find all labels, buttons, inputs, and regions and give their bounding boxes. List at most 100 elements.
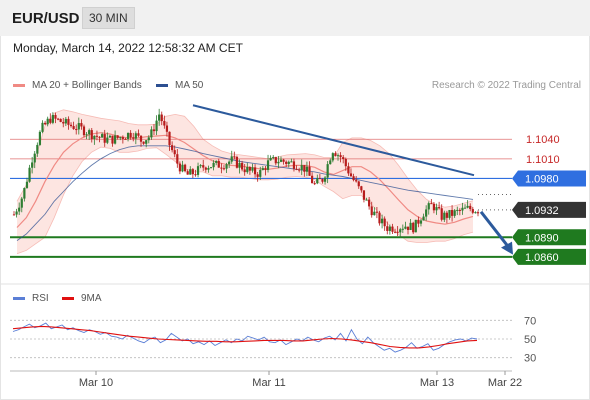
legend-ma20-bb: MA 20 + Bollinger Bands [13, 80, 142, 91]
candle-body [145, 140, 148, 144]
candle-body [33, 153, 36, 163]
candle-body [419, 220, 423, 224]
candle-body [344, 158, 347, 167]
candle [176, 149, 179, 168]
candle [391, 223, 394, 235]
candle [165, 121, 169, 137]
legend-rsi: RSI [13, 293, 49, 304]
candle-body [248, 167, 251, 171]
candle-body [347, 166, 350, 174]
candle [67, 116, 70, 130]
candle-body [15, 211, 18, 215]
candle-body [85, 134, 88, 136]
candle-body [199, 165, 202, 167]
candle-body [51, 115, 54, 123]
candle [243, 163, 246, 176]
candle [238, 159, 241, 174]
candle-body [44, 122, 47, 125]
time-tick-label: Mar 13 [420, 377, 454, 389]
candle [241, 160, 244, 172]
candle-body [204, 167, 207, 170]
ma50-swatch [156, 84, 168, 87]
candle-body [139, 135, 143, 142]
candle [388, 224, 391, 235]
candle [246, 162, 249, 174]
candle [181, 160, 184, 173]
candle [75, 124, 78, 135]
candle-body [95, 135, 99, 137]
candle-body [461, 207, 464, 211]
candle [318, 173, 321, 180]
candle [95, 130, 99, 141]
candle-body [300, 165, 303, 170]
candle-body [471, 209, 474, 213]
candle [352, 173, 355, 182]
candle-body [342, 157, 345, 159]
candle [334, 151, 337, 157]
candle-body [90, 130, 93, 140]
candle [111, 135, 114, 147]
rsi-tick-label: 70 [524, 315, 536, 327]
candle [46, 116, 49, 127]
timeframe-badge[interactable]: 30 MIN [82, 7, 135, 29]
candle [298, 167, 301, 173]
candle-body [160, 114, 163, 122]
candle-body [173, 150, 176, 155]
candle-body [453, 210, 456, 216]
candle [18, 202, 21, 215]
candle-body [456, 209, 459, 211]
candle-body [38, 131, 42, 145]
bollinger-upper-line [16, 109, 474, 208]
candle [349, 168, 353, 177]
candle [212, 160, 215, 171]
candle [399, 227, 402, 238]
candle [220, 163, 223, 174]
candle-body [88, 130, 91, 135]
legend-rsi-ma: 9MA [62, 293, 102, 304]
candle-body [266, 160, 270, 170]
candle-body [113, 135, 117, 144]
candle [82, 124, 86, 138]
candle [12, 211, 16, 216]
candle [386, 221, 389, 235]
candle-body [352, 176, 355, 181]
candle-body [121, 137, 124, 139]
candle-body [142, 141, 145, 144]
candle [308, 161, 311, 176]
current-price-label: 1.0932 [512, 201, 586, 218]
candle-body [243, 169, 246, 173]
candle-body [126, 132, 130, 139]
candle-body [25, 181, 29, 188]
candle [368, 197, 371, 210]
ma50-line [16, 145, 474, 241]
candle [77, 117, 80, 135]
candle [235, 155, 239, 169]
candle [173, 145, 176, 158]
candle [347, 162, 350, 176]
candle-body [277, 161, 280, 164]
candle-body [64, 118, 67, 124]
candle [432, 201, 436, 214]
candle [417, 216, 420, 228]
candle [20, 196, 23, 213]
candle [199, 164, 202, 169]
candle [316, 174, 319, 185]
candle-body [246, 167, 249, 173]
candle [393, 228, 397, 234]
candle [31, 156, 34, 174]
candle [282, 158, 285, 165]
candle-body [106, 137, 109, 143]
candle-body [171, 145, 174, 151]
symbol-label: EUR/USD [12, 10, 80, 27]
candle [142, 141, 145, 145]
candle [15, 208, 18, 218]
candle [129, 130, 132, 140]
candle-body [222, 168, 226, 170]
candle [62, 117, 65, 128]
candle-body [349, 173, 353, 177]
candle [440, 204, 443, 222]
candle-body [69, 124, 73, 127]
candle [311, 172, 314, 184]
candle-body [217, 160, 220, 168]
candle-body [391, 226, 394, 232]
